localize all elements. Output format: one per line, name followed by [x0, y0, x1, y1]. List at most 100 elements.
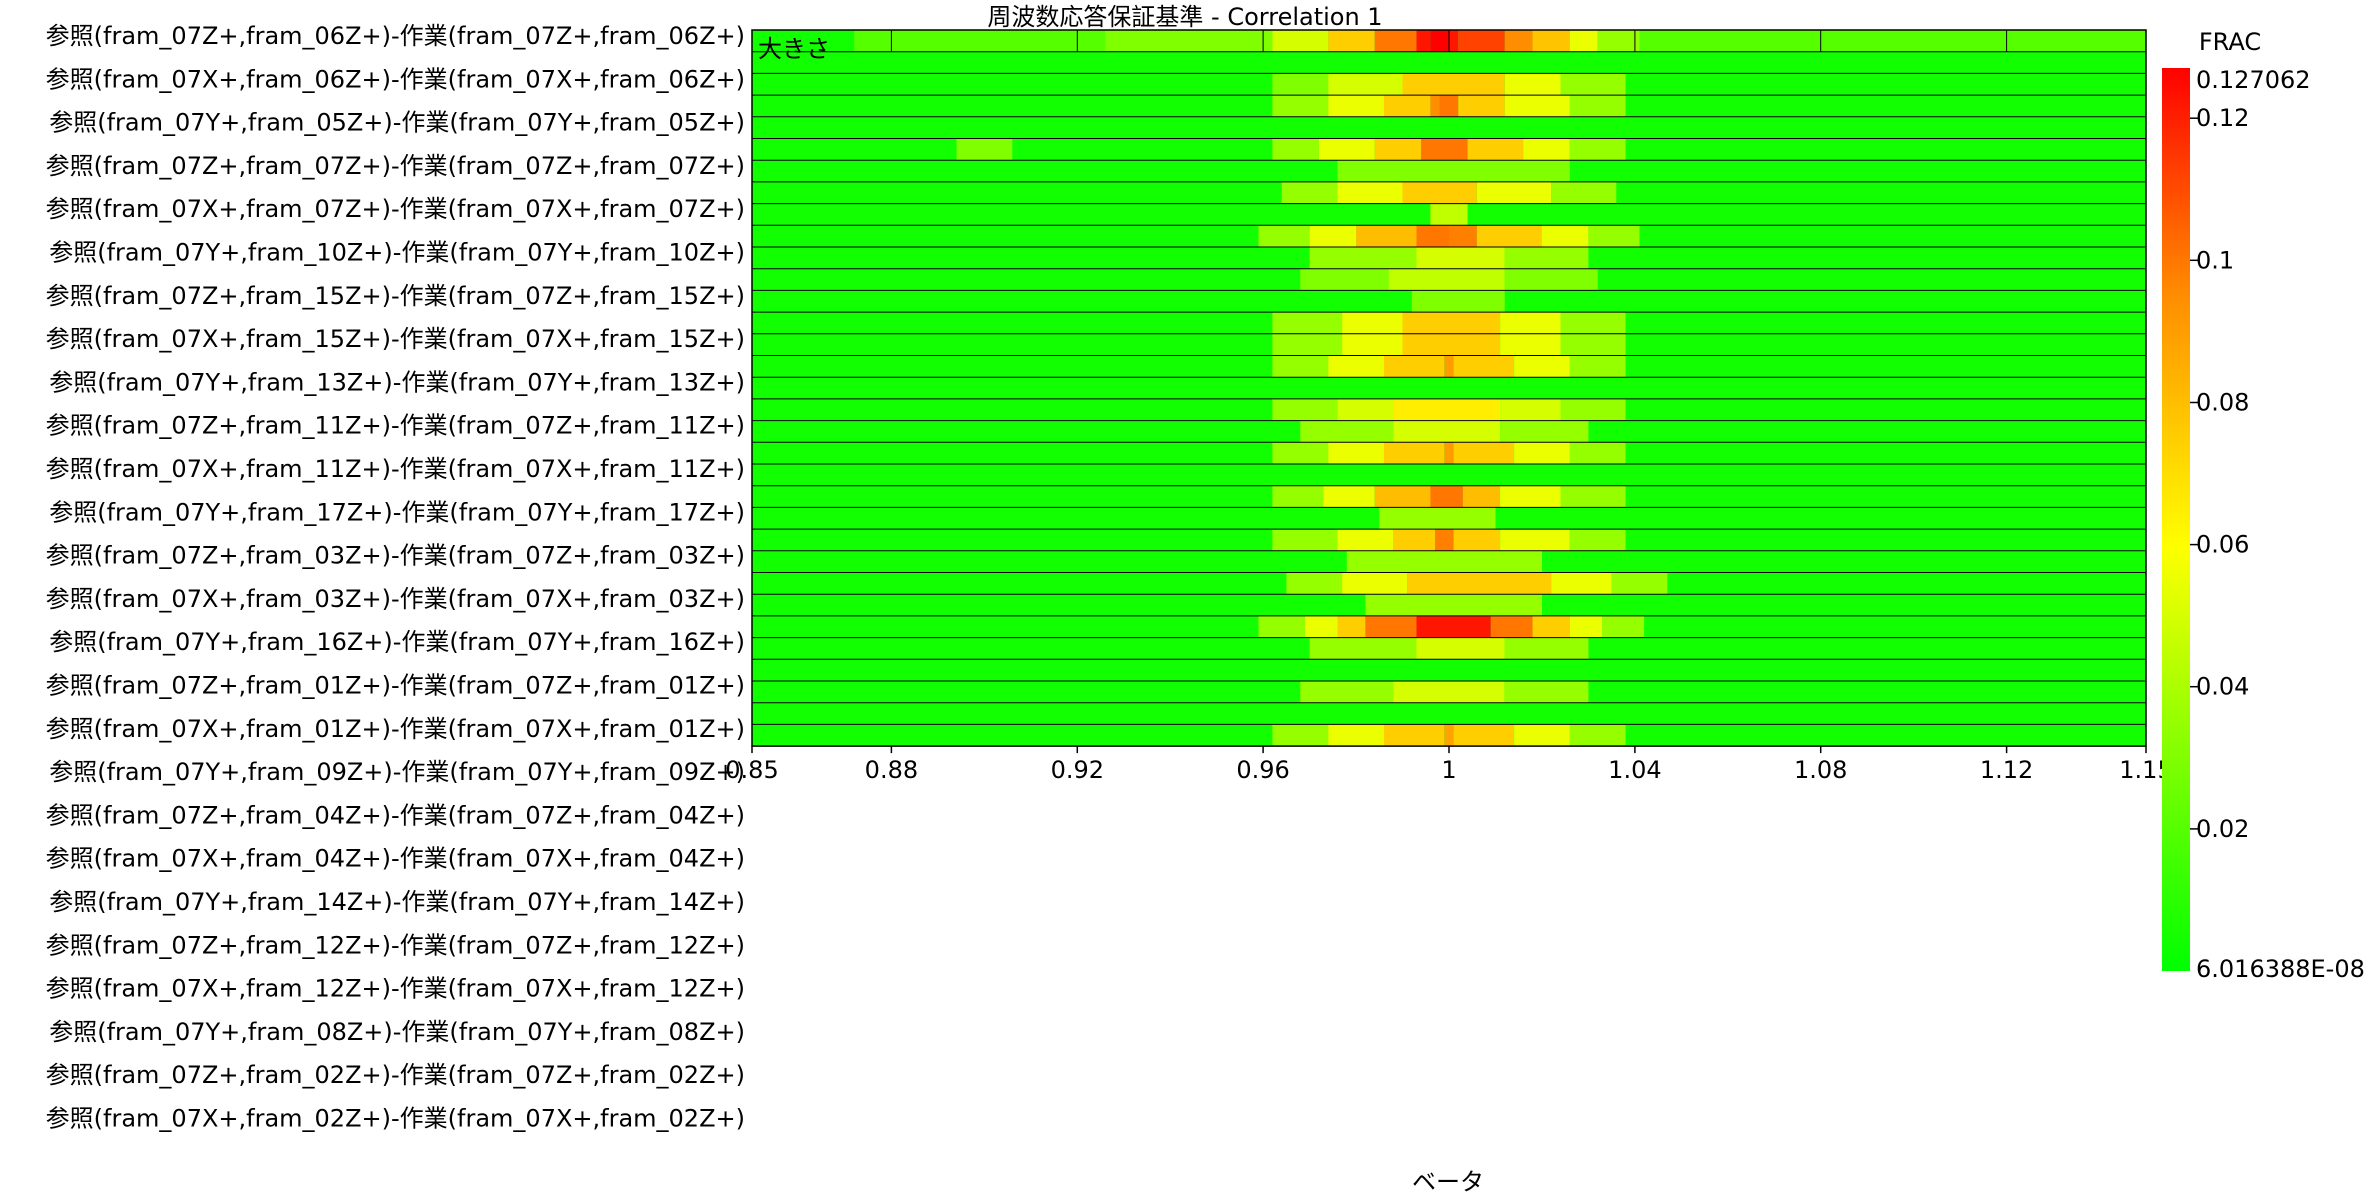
- heatmap-cell: [1569, 615, 1603, 638]
- heatmap-cell: [1560, 73, 1626, 96]
- heatmap-cell: [1281, 181, 1338, 204]
- row-label: 参照(fram_07Z+,fram_01Z+)-作業(fram_07Z+,fra…: [46, 672, 745, 700]
- heatmap-cell: [1439, 95, 1459, 117]
- heatmap-cell: [1318, 138, 1375, 161]
- row-label: 参照(fram_07Z+,fram_12Z+)-作業(fram_07Z+,fra…: [46, 931, 745, 959]
- colorbar-gradient: [2162, 68, 2190, 971]
- heatmap-cell: [1272, 724, 1329, 747]
- row-label: 参照(fram_07Z+,fram_03Z+)-作業(fram_07Z+,fra…: [46, 542, 745, 570]
- heatmap-cell: [1504, 637, 1589, 660]
- heatmap-cell: [1569, 529, 1626, 551]
- heatmap-cell: [1504, 95, 1570, 117]
- heatmap-cell: [1272, 30, 1329, 52]
- heatmap-cell: [1444, 442, 1454, 464]
- heatmap-cell: [1328, 95, 1384, 117]
- row-label: 参照(fram_07Y+,fram_10Z+)-作業(fram_07Y+,fra…: [49, 239, 745, 267]
- heatmap-cell: [1342, 333, 1403, 356]
- heatmap-cell: [1541, 225, 1589, 247]
- heatmap-cell: [1462, 485, 1501, 508]
- row-label: 参照(fram_07Y+,fram_16Z+)-作業(fram_07Y+,fra…: [49, 628, 745, 656]
- heatmap-cell: [1272, 333, 1343, 356]
- heatmap-cell: [1560, 398, 1626, 421]
- heatmap-cell: [1458, 30, 1505, 52]
- heatmap-cell: [1337, 398, 1394, 421]
- heatmap-cell: [1309, 247, 1417, 269]
- x-tick-label: 0.88: [865, 756, 918, 784]
- heatmap-cell: [1416, 30, 1431, 52]
- heatmap-cell: [1374, 30, 1417, 52]
- heatmap-cell: [1569, 355, 1626, 378]
- row-label: 参照(fram_07Y+,fram_05Z+)-作業(fram_07Y+,fra…: [49, 109, 745, 137]
- row-label: 参照(fram_07Z+,fram_02Z+)-作業(fram_07Z+,fra…: [46, 1061, 745, 1089]
- row-label: 参照(fram_07X+,fram_07Z+)-作業(fram_07X+,fra…: [46, 195, 745, 223]
- heatmap-cell: [1337, 529, 1394, 551]
- heatmap-cell: [1500, 529, 1570, 551]
- colorbar-tick-label: 0.08: [2196, 389, 2249, 417]
- heatmap-cell: [1569, 724, 1626, 747]
- heatmap-cell: [1453, 442, 1514, 464]
- heatmap-cell: [1272, 529, 1338, 551]
- heatmap-cell: [1467, 138, 1524, 161]
- heatmap-cell: [1379, 507, 1496, 530]
- heatmap-cell: [956, 138, 1013, 161]
- x-axis: 0.85 0.88 0.92 0.96 1 1.04 1.08 1.12 1.15: [725, 746, 2173, 784]
- row-label: 参照(fram_07X+,fram_06Z+)-作業(fram_07X+,fra…: [46, 65, 745, 93]
- heatmap-cell: [1272, 485, 1324, 508]
- row-label: 参照(fram_07X+,fram_15Z+)-作業(fram_07X+,fra…: [46, 325, 745, 353]
- heatmap-cell: [1500, 398, 1561, 421]
- heatmap-cell: [1611, 572, 1668, 595]
- heatmap-cell: [1393, 398, 1501, 421]
- heatmap-cell: [1597, 30, 1640, 52]
- heatmap-cell: [1309, 637, 1417, 660]
- heatmap-cell: [1476, 225, 1542, 247]
- heatmap-cell: [1602, 615, 1645, 638]
- heatmap-cell: [1514, 355, 1570, 378]
- colorbar-max-label: 0.127062: [2196, 66, 2311, 94]
- x-tick-label: 1.12: [1980, 756, 2033, 784]
- heatmap-cell: [1402, 181, 1477, 204]
- heatmap-cell: [1504, 681, 1589, 703]
- colorbar: FRAC 0.127062 6.016388E-08 0.12 0.1 0.08 0.…: [2162, 28, 2365, 983]
- heatmap-cell: [1504, 268, 1598, 291]
- row-labels: 参照(fram_07Z+,fram_06Z+)-作業(fram_07Z+,fra…: [46, 22, 745, 1133]
- heatmap-cell: [1560, 485, 1626, 508]
- x-tick-label: 0.92: [1051, 756, 1104, 784]
- heatmap-cell: [1272, 398, 1338, 421]
- heatmap-cell: [1430, 95, 1440, 117]
- row-label: 参照(fram_07Z+,fram_04Z+)-作業(fram_07Z+,fra…: [46, 801, 745, 829]
- heatmap-cell: [1272, 138, 1319, 161]
- row-label: 参照(fram_07Y+,fram_09Z+)-作業(fram_07Y+,fra…: [49, 758, 745, 786]
- heatmap-cell: [1500, 333, 1561, 356]
- heatmap-cell: [1258, 615, 1305, 638]
- heatmap-cell: [1551, 572, 1612, 595]
- heatmap-cell: [1272, 442, 1329, 464]
- heatmap-cell: [1504, 247, 1589, 269]
- heatmap-cell: [1393, 529, 1435, 551]
- x-tick-label: 1.08: [1794, 756, 1847, 784]
- heatmap-cell: [1430, 30, 1449, 52]
- heatmap-cell: [1532, 615, 1570, 638]
- colorbar-min-label: 6.016388E-08: [2196, 955, 2365, 983]
- heatmap-cell: [1416, 637, 1505, 660]
- heatmap-cell: [1393, 681, 1505, 703]
- heatmap-cell: [1453, 724, 1514, 747]
- heatmap-cell: [1328, 724, 1384, 747]
- heatmap-cell: [1560, 333, 1626, 356]
- heatmap-cell: [1639, 30, 2146, 52]
- heatmap-cell: [1458, 95, 1505, 117]
- heatmap-cell: [1402, 73, 1505, 96]
- heatmap-cell: [1300, 268, 1389, 291]
- heatmap-cell: [1374, 485, 1431, 508]
- heatmap-cell: [1305, 615, 1338, 638]
- heatmap-cell: [1337, 160, 1570, 182]
- heatmap-cell: [1323, 485, 1375, 508]
- row-label: 参照(fram_07Z+,fram_06Z+)-作業(fram_07Z+,fra…: [46, 22, 745, 50]
- chart-title: 周波数応答保証基準 - Correlation 1: [987, 3, 1382, 31]
- heatmap-cell: [1476, 181, 1552, 204]
- plot-area: [751, 29, 2147, 747]
- heatmap-cell: [1337, 615, 1366, 638]
- heatmap-cell: [1430, 485, 1463, 508]
- heatmap-cell: [1383, 355, 1445, 378]
- heatmap-cell: [1342, 312, 1403, 334]
